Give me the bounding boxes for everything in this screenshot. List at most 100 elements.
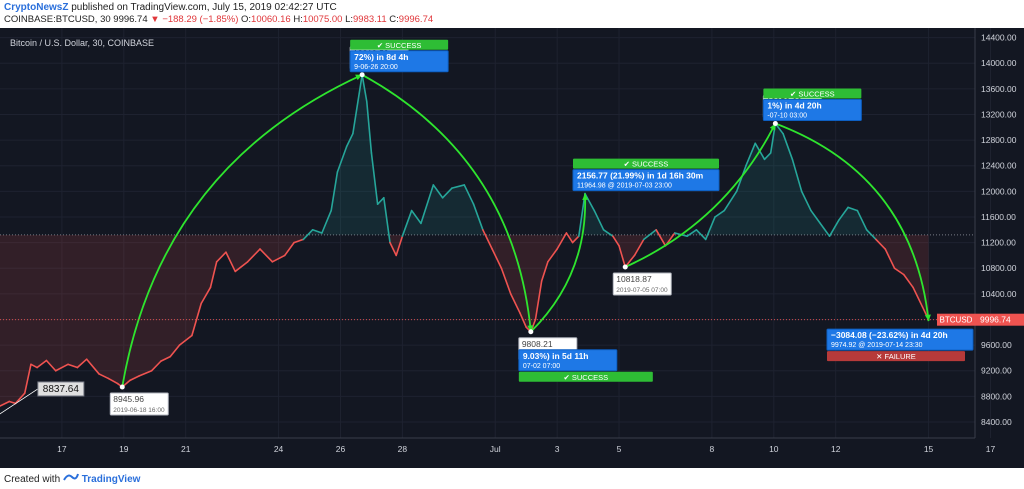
price-segment	[903, 273, 914, 289]
y-tick-label: 13600.00	[981, 84, 1017, 94]
pivot-label-date: 2019-06-18 16:00	[113, 407, 165, 414]
price-segment	[389, 241, 397, 257]
publisher-link[interactable]: CryptoNewsZ	[4, 2, 69, 13]
pivot-label-price: 8945.96	[113, 394, 144, 404]
price-segment	[178, 334, 193, 346]
price-segment	[138, 369, 153, 377]
status-text: ✕ FAILURE	[876, 352, 916, 361]
price-segment	[23, 363, 32, 394]
ohlc-open: 10060.16	[251, 14, 291, 25]
price-marker-text: 8837.64	[43, 384, 80, 395]
price-segment	[884, 248, 896, 270]
price-segment	[191, 302, 202, 337]
price-segment	[695, 228, 707, 241]
y-tick-label: 10400.00	[981, 289, 1017, 299]
price-segment	[54, 363, 69, 372]
price-segment	[482, 228, 493, 250]
publish-header: CryptoNewsZ published on TradingView.com…	[0, 0, 1024, 28]
price-segment	[98, 373, 110, 380]
price-segment	[383, 196, 391, 244]
publish-line: CryptoNewsZ published on TradingView.com…	[4, 2, 337, 13]
tradingview-logo-icon	[63, 473, 82, 485]
tradingview-link[interactable]: TradingView	[81, 474, 141, 485]
ohlc-high: 10075.00	[302, 14, 343, 25]
price-segment	[463, 184, 475, 205]
price-segment	[376, 196, 385, 205]
price-marker-box	[37, 381, 85, 397]
arc-arrowhead	[527, 325, 534, 332]
price-axis[interactable]: 8400.008800.009200.009600.0010000.001040…	[0, 33, 1024, 427]
price-segment	[571, 235, 580, 244]
pivot-point	[622, 264, 628, 270]
x-tick-label: 26	[336, 444, 346, 454]
ohlc-open-key: O:	[241, 14, 252, 25]
price-segment	[14, 392, 26, 405]
last-price-tag-bg	[975, 313, 1024, 326]
measure-box	[572, 169, 720, 192]
pivot-label-box	[612, 272, 672, 296]
price-segment	[782, 132, 794, 161]
y-tick-label: 14000.00	[981, 58, 1017, 68]
x-tick-label: 24	[274, 444, 284, 454]
price-segment	[745, 142, 757, 167]
time-axis[interactable]: 17 19 21 24 26 28 Jul 3 5 8 10 12 15 17	[57, 444, 995, 454]
price-segment	[209, 261, 218, 289]
price-segment	[633, 238, 645, 257]
measure-line2: 9974.92 @ 2019-07-14 23:30	[831, 342, 923, 349]
price-segment	[441, 187, 453, 199]
price-segment	[410, 209, 422, 225]
down-arrow-icon: ▼	[150, 14, 160, 25]
price-segment	[370, 152, 379, 205]
measure-line2: -07-10 03:00	[767, 113, 807, 120]
x-tick-label: 17	[986, 444, 996, 454]
published-text: published on TradingView.com, July 15, 2…	[71, 2, 337, 13]
x-tick-label: 15	[924, 444, 934, 454]
price-segment	[643, 228, 657, 241]
status-success-text: ✔ SUCCESS	[790, 90, 835, 99]
pivot-point	[528, 329, 534, 335]
status-success-text: ✔ SUCCESS	[624, 160, 669, 169]
ohlc-low: 9983.11	[353, 14, 387, 25]
price-segment	[311, 228, 323, 234]
price-segment	[36, 359, 48, 369]
price-segment	[76, 358, 88, 369]
x-tick-label: 10	[769, 444, 779, 454]
price-segment	[0, 400, 11, 407]
price-segment	[283, 241, 295, 257]
price-segment	[225, 251, 237, 273]
price-segment	[547, 248, 558, 263]
symbol-name: COINBASE:BTCUSD, 30	[4, 14, 111, 25]
price-segment	[556, 232, 568, 250]
price-segment	[856, 209, 868, 231]
area-above-baseline	[307, 74, 872, 235]
ohlc-close-key: C:	[389, 14, 399, 25]
symbol-tag-bg	[937, 313, 975, 326]
price-segment	[107, 377, 119, 385]
pivot-label-price: 10818.87	[616, 274, 652, 284]
y-tick-label: 11200.00	[981, 238, 1016, 248]
x-tick-label: 21	[181, 444, 191, 454]
y-tick-label: 10800.00	[981, 263, 1017, 273]
x-tick-label: 28	[398, 444, 408, 454]
price-segment	[618, 245, 627, 268]
price-segment	[401, 209, 413, 238]
x-tick-label: 12	[831, 444, 841, 454]
price-segment	[593, 209, 605, 231]
arc-arrowhead	[582, 193, 589, 201]
measure-line1: 1%) in 4d 20h	[767, 101, 821, 111]
y-tick-label: 14400.00	[981, 33, 1017, 43]
price-segment	[491, 248, 503, 270]
pivot-label-box	[109, 392, 169, 416]
projection-arc	[121, 73, 363, 388]
price-segment	[519, 312, 527, 328]
y-tick-label: 9600.00	[981, 340, 1012, 350]
pivot-point	[772, 121, 778, 127]
x-tick-label: 17	[57, 444, 67, 454]
y-tick-label: 9200.00	[981, 366, 1012, 376]
price-segment	[875, 238, 887, 250]
status-success-bar	[573, 158, 719, 169]
price-segment	[578, 192, 586, 238]
projection-arc	[530, 193, 587, 333]
